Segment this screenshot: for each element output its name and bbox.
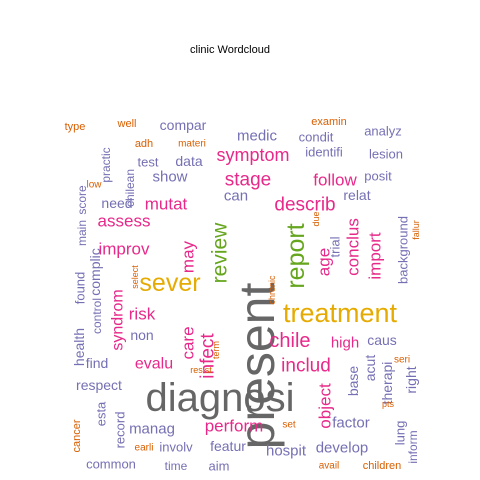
word-stage: stage [225, 170, 271, 191]
word-therapi: therapi [379, 362, 395, 405]
word-risk: risk [129, 305, 156, 324]
word-esta: esta [94, 401, 109, 426]
word-select: select [130, 265, 140, 289]
word-syndrom: syndrom [110, 289, 127, 350]
word-seri: seri [394, 355, 410, 366]
word-relat: relat [343, 187, 370, 203]
word-perform: perform [205, 417, 264, 436]
word-import: import [366, 232, 385, 280]
word-posit: posit [364, 169, 392, 184]
word-main: main [75, 220, 89, 246]
word-present: present [229, 283, 285, 450]
word-low: low [86, 180, 102, 191]
word-develop: develop [316, 440, 369, 457]
word-type: type [65, 121, 86, 133]
word-analyz: analyz [364, 124, 402, 139]
word-base: base [345, 366, 361, 397]
word-lesion: lesion [369, 147, 403, 162]
word-includ: includ [281, 356, 331, 377]
word-data: data [175, 153, 202, 169]
word-identifi: identifi [305, 145, 343, 160]
word-common: common [86, 457, 136, 472]
word-can: can [224, 188, 248, 205]
word-examin: examin [311, 116, 346, 128]
word-improv: improv [98, 240, 150, 259]
chart-title: clinic Wordcloud [190, 44, 270, 56]
word-high: high [331, 335, 359, 352]
word-cancer: cancer [71, 419, 83, 452]
word-chile: chile [269, 330, 310, 352]
word-set: set [282, 420, 296, 431]
word-well: well [117, 118, 137, 130]
word-care: care [179, 326, 198, 359]
word-children: children [363, 460, 402, 472]
word-aim: aim [209, 459, 230, 474]
word-term: term [211, 341, 221, 359]
word-conclus: conclus [344, 218, 363, 276]
word-fallur: fallur [411, 220, 421, 240]
word-may: may [179, 240, 198, 273]
word-condit: condit [299, 130, 334, 145]
word-complic: complic [87, 248, 103, 295]
word-control: control [90, 298, 104, 334]
word-score: score [75, 185, 89, 215]
word-inform: inform [406, 430, 420, 463]
word-sever: sever [139, 269, 200, 297]
word-infect: infect [198, 333, 219, 379]
word-health: health [71, 328, 87, 366]
word-earli: earli [135, 443, 154, 454]
word-materi: materi [178, 139, 206, 150]
word-involv: involv [159, 440, 193, 455]
word-diagnosi: diagnosi [145, 376, 294, 420]
word-mutat: mutat [145, 195, 188, 214]
word-find: find [86, 355, 109, 371]
word-review: review [209, 222, 232, 284]
word-compar: compar [160, 117, 207, 133]
word-found: found [73, 272, 88, 305]
word-age: age [315, 248, 334, 276]
word-resist: resist [190, 365, 212, 375]
word-time: time [165, 459, 188, 473]
word-show: show [152, 169, 187, 186]
word-lung: lung [393, 421, 408, 446]
word-pts: pts [382, 399, 395, 409]
word-adh: adh [135, 138, 153, 150]
word-practic: practic [99, 147, 113, 182]
word-assess: assess [98, 212, 151, 231]
word-test: test [138, 155, 159, 170]
word-follow: follow [313, 171, 357, 190]
word-chronic: chronic [267, 275, 277, 305]
word-right: right [403, 366, 419, 393]
word-report: report [282, 223, 310, 288]
word-symptom: symptom [216, 145, 289, 165]
word-avail: avail [319, 461, 340, 472]
word-due: due [311, 211, 321, 226]
word-chilean: chilean [123, 169, 137, 207]
word-non: non [130, 327, 153, 343]
word-trial: trial [328, 236, 343, 257]
word-caus: caus [367, 332, 397, 348]
word-record: record [113, 412, 128, 449]
word-treatment: treatment [283, 298, 398, 328]
word-need: need [101, 195, 132, 211]
word-object: object [316, 383, 335, 429]
word-manag: manag [129, 421, 175, 438]
word-factor: factor [332, 415, 370, 432]
word-acut: acut [362, 355, 378, 382]
word-featur: featur [210, 438, 246, 454]
word-background: background [396, 216, 411, 284]
word-hospit: hospit [266, 443, 307, 460]
word-respect: respect [76, 377, 122, 393]
word-medic: medic [237, 128, 278, 145]
word-evalu: evalu [135, 356, 173, 373]
word-describ: describ [274, 195, 335, 216]
